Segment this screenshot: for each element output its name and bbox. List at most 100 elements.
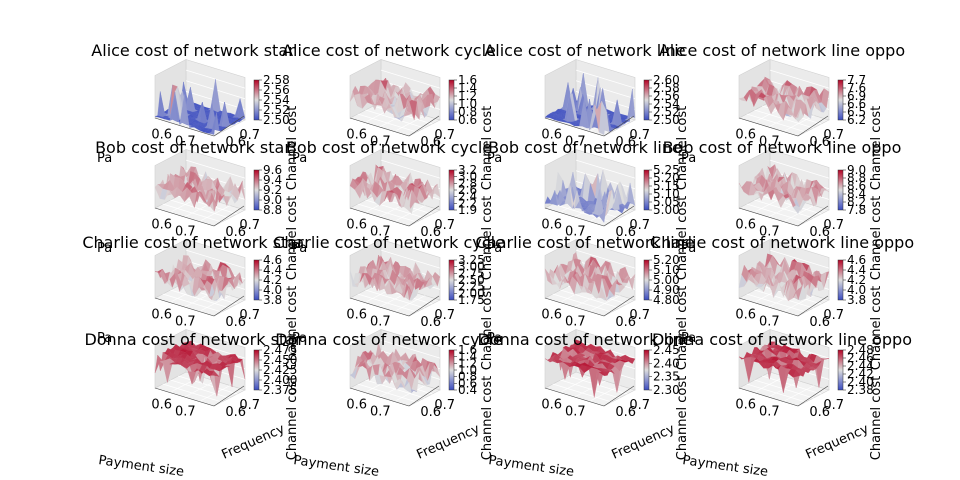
y-tick-label: 0.7 — [434, 308, 455, 323]
colorbar-tick-label: 4.6 — [847, 253, 866, 267]
colorbar-tick-label: 3.2 — [458, 163, 477, 177]
colorbar-tick-label: 2.58 — [263, 73, 290, 87]
surface-facet — [208, 285, 217, 300]
colorbar-tick-label: 7.8 — [847, 203, 866, 217]
surface-facet — [209, 374, 217, 376]
colorbar-tick-label: 9.6 — [263, 163, 282, 177]
grid-line — [199, 205, 231, 222]
subplot-title: Alice cost of network cycle — [282, 41, 496, 60]
x-tick-label: 0.6 — [735, 398, 756, 413]
colorbar-tick-label: 2.30 — [653, 383, 680, 397]
colorbar-tick-label: 5.00 — [653, 273, 680, 287]
surface-facet — [403, 282, 412, 298]
y-axis-line — [408, 385, 440, 407]
grid-line — [762, 375, 822, 395]
colorbar — [253, 79, 260, 121]
colorbar-tick-label: 7.7 — [847, 73, 866, 87]
colorbar-tick-label: 1.0 — [458, 363, 477, 377]
colorbar-tick-label: 4.90 — [653, 283, 680, 297]
colorbar — [837, 79, 844, 121]
grid-line — [380, 69, 441, 89]
z-axis-label: Channel cost — [480, 376, 495, 460]
y-axis-label: Frequency — [804, 422, 872, 463]
colorbar-tick-label: 0.4 — [458, 383, 477, 397]
y-tick-label: 0.6 — [225, 135, 246, 150]
y-tick-label: 0.7 — [239, 398, 260, 413]
x-axis-label: Payment size — [487, 453, 575, 480]
grid-line — [394, 295, 426, 312]
grid-line — [380, 159, 441, 179]
colorbar-tick-label: 1.2 — [458, 356, 477, 370]
colorbar-tick-label: 1.2 — [458, 89, 477, 103]
x-tick-label: 0.7 — [175, 135, 196, 150]
grid-line — [380, 339, 441, 359]
x-axis-label: Pa — [681, 151, 696, 166]
y-tick-label: 0.7 — [823, 128, 844, 143]
y-axis-label: Frequency — [610, 422, 678, 463]
x-axis-label: Pa — [97, 241, 112, 256]
y-tick-label: 0.7 — [239, 308, 260, 323]
colorbar-tick-label: 4.2 — [847, 273, 866, 287]
y-tick-label: 0.7 — [823, 398, 844, 413]
surface-facet — [598, 204, 607, 223]
grid-line — [365, 379, 425, 399]
x-tick-label: 0.7 — [565, 135, 586, 150]
x-axis-line — [154, 117, 215, 137]
y-tick-label: 0.6 — [809, 135, 830, 150]
x-tick-label: 0.7 — [759, 225, 780, 240]
subplot-title: Charlie cost of network line oppo — [650, 233, 914, 252]
colorbar-tick-label: 6.6 — [847, 97, 866, 111]
subplot-title: Bob cost of network cycle — [286, 138, 492, 157]
surface — [349, 77, 441, 122]
colorbar-tick-label: 8.8 — [263, 203, 282, 217]
colorbar-tick-label: 4.4 — [847, 263, 866, 277]
colorbar-tick-label: 2.40 — [847, 375, 874, 389]
surface-facet — [208, 112, 217, 135]
surface — [738, 253, 830, 302]
colorbar-tick-label: 4.0 — [847, 283, 866, 297]
subplot-title: Charlie cost of network cycle — [273, 233, 505, 252]
x-tick-label: 0.7 — [565, 315, 586, 330]
colorbar — [448, 79, 455, 121]
y-axis-line — [603, 295, 635, 317]
x-tick-label: 0.6 — [735, 218, 756, 233]
colorbar-tick-label: 5.15 — [653, 179, 680, 193]
x-tick-label: 0.7 — [175, 225, 196, 240]
surface-facet — [598, 101, 607, 136]
y-axis-line — [797, 115, 829, 137]
x-axis-line — [349, 207, 410, 227]
z-axis-label: Channel cost — [480, 196, 495, 280]
colorbar-tick-label: 2.375 — [263, 383, 297, 397]
grid-line — [199, 385, 231, 402]
grid-line — [575, 80, 636, 100]
y-axis-line — [213, 115, 245, 137]
x-tick-label: 0.7 — [175, 315, 196, 330]
colorbar — [837, 169, 844, 211]
surface — [349, 342, 441, 394]
colorbar-tick-label: 8.8 — [847, 171, 866, 185]
y-tick-label: 0.7 — [823, 308, 844, 323]
x-axis-label: Pa — [292, 151, 307, 166]
surface-facet — [792, 205, 801, 214]
subplot-title: Donna cost of network star — [84, 330, 302, 349]
colorbar-tick-label: 2.44 — [847, 359, 874, 373]
y-tick-label: 0.6 — [420, 315, 441, 330]
grid-line — [783, 385, 815, 402]
x-tick-label: 0.7 — [370, 315, 391, 330]
x-tick-label: 0.7 — [759, 315, 780, 330]
colorbar — [643, 349, 650, 391]
z-axis-label: Channel cost — [869, 106, 884, 190]
x-axis-line — [154, 207, 215, 227]
colorbar-tick-label: 2.475 — [263, 343, 297, 357]
colorbar-tick-label: 2.50 — [458, 273, 485, 287]
y-tick-label: 0.6 — [615, 315, 636, 330]
colorbar-tick-label: 2.50 — [653, 113, 680, 127]
subplot-title: Alice cost of network star — [91, 41, 295, 60]
x-axis-label: Pa — [97, 151, 112, 166]
